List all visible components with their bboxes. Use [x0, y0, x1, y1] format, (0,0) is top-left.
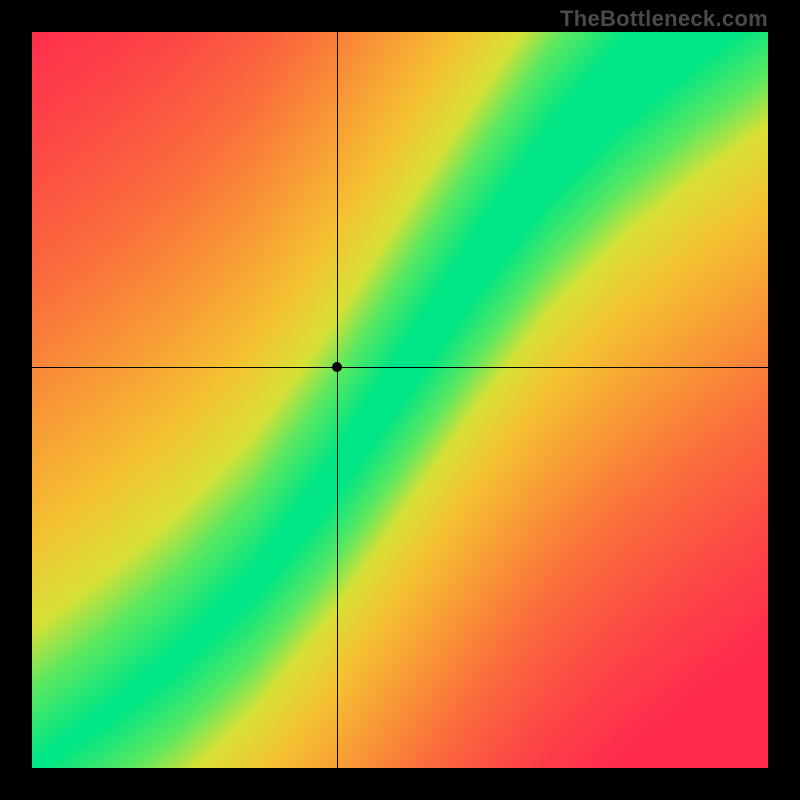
crosshair-vertical	[337, 32, 338, 768]
heatmap-plot	[32, 32, 768, 768]
crosshair-horizontal	[32, 367, 768, 368]
watermark-text: TheBottleneck.com	[560, 6, 768, 32]
crosshair-marker	[332, 362, 342, 372]
heatmap-canvas	[32, 32, 768, 768]
